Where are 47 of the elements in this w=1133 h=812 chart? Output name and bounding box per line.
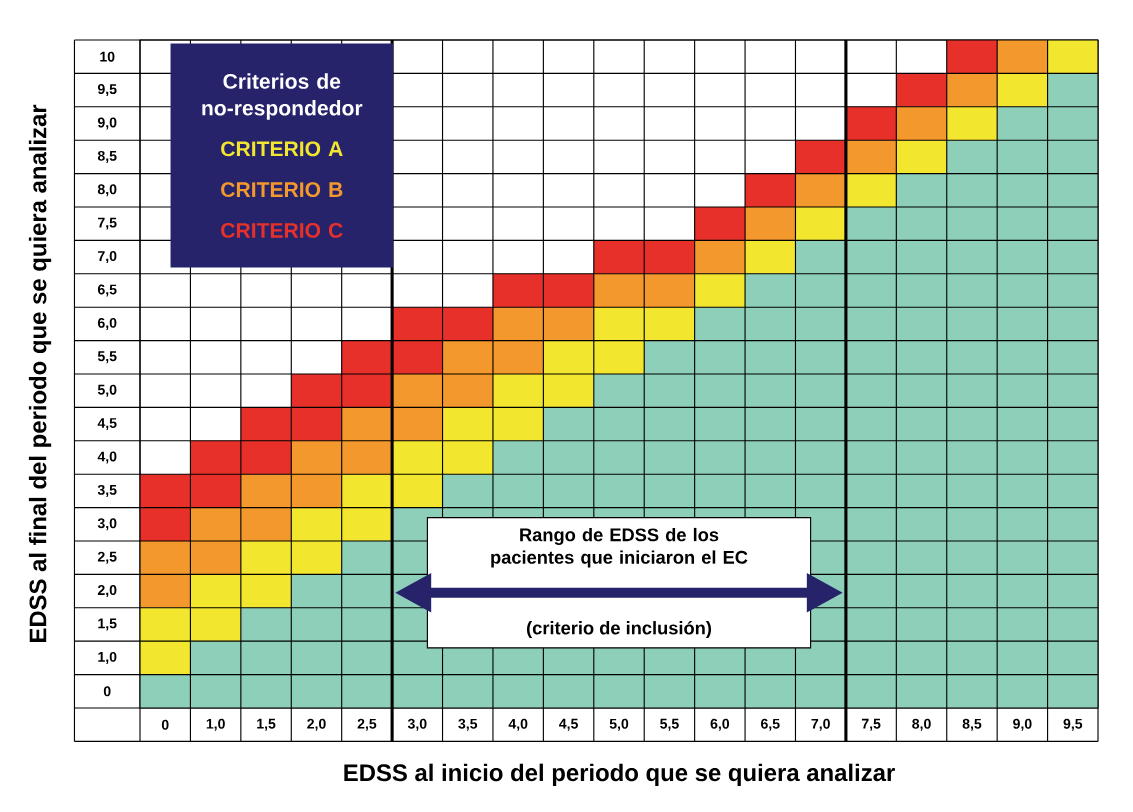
x-tick-label: 2,5 [357, 718, 377, 731]
y-tick-label: 4,5 [97, 418, 117, 431]
band-label: Rango de EDSS de los pacientes que iniciaron el EC [491, 527, 748, 568]
y-tick-label: 8,0 [97, 184, 117, 197]
annotation: (criterio de inclusión) [527, 620, 712, 639]
y-tick-label: 2,5 [97, 551, 117, 564]
x-tick-label: 8,0 [912, 718, 931, 731]
y-tick-label: 10 [100, 51, 115, 62]
x-tick-label: 9,0 [1013, 718, 1032, 731]
x-tick-label: 9,5 [1063, 718, 1083, 731]
x-tick-label: 3,0 [407, 718, 427, 731]
y-tick-label: 0 [103, 686, 111, 697]
y-tick-label: 6,0 [97, 317, 117, 330]
x-tick-label: 0 [161, 719, 169, 730]
x-tick-label: 5,0 [609, 718, 629, 731]
y-tick-label: 9,5 [97, 84, 117, 97]
x-axis-title: EDSS al inicio del periodo que se quiera analizar [344, 763, 895, 786]
x-tick-label: 5,5 [660, 718, 679, 731]
y-tick-label: 5,5 [97, 351, 117, 364]
x-tick-label: 3,5 [458, 718, 478, 731]
x-tick-label: 1,5 [257, 718, 276, 731]
y-tick-label: 3,5 [97, 484, 117, 497]
x-tick-label: 6,0 [710, 718, 730, 731]
text: CRITERIO A [221, 141, 343, 157]
y-tick-label: 6,5 [97, 284, 117, 297]
y-axis-title: EDSS al final del periodo que se quiera analizar [28, 104, 52, 642]
legend-title: Criterios de no-respondedor [202, 73, 363, 120]
x-tick-label: 7,0 [811, 718, 830, 731]
text: CRITERIO B [221, 182, 343, 198]
x-tick-label: 4,5 [559, 718, 578, 731]
y-tick-label: 8,5 [97, 150, 117, 163]
y-tick-label: 7,5 [98, 217, 117, 230]
y-tick-label: 1,0 [98, 651, 117, 664]
x-tick-label: 6,5 [761, 718, 780, 731]
y-tick-label: 4,0 [97, 451, 117, 464]
x-tick-label: 7,5 [861, 718, 881, 731]
y-tick-label: 3,0 [97, 518, 117, 531]
y-tick-label: 5,0 [97, 384, 117, 397]
y-tick-label: 2,0 [97, 585, 117, 598]
text: CRITERIO C [221, 222, 343, 238]
x-tick-label: 1,0 [206, 718, 225, 731]
y-tick-label: 7,0 [98, 251, 117, 264]
x-tick-label: 8,5 [962, 718, 982, 731]
y-tick-label: 1,5 [98, 618, 117, 631]
x-tick-label: 4,0 [508, 718, 528, 731]
x-tick-label: 2,0 [307, 718, 326, 731]
y-tick-label: 9,0 [97, 117, 117, 130]
